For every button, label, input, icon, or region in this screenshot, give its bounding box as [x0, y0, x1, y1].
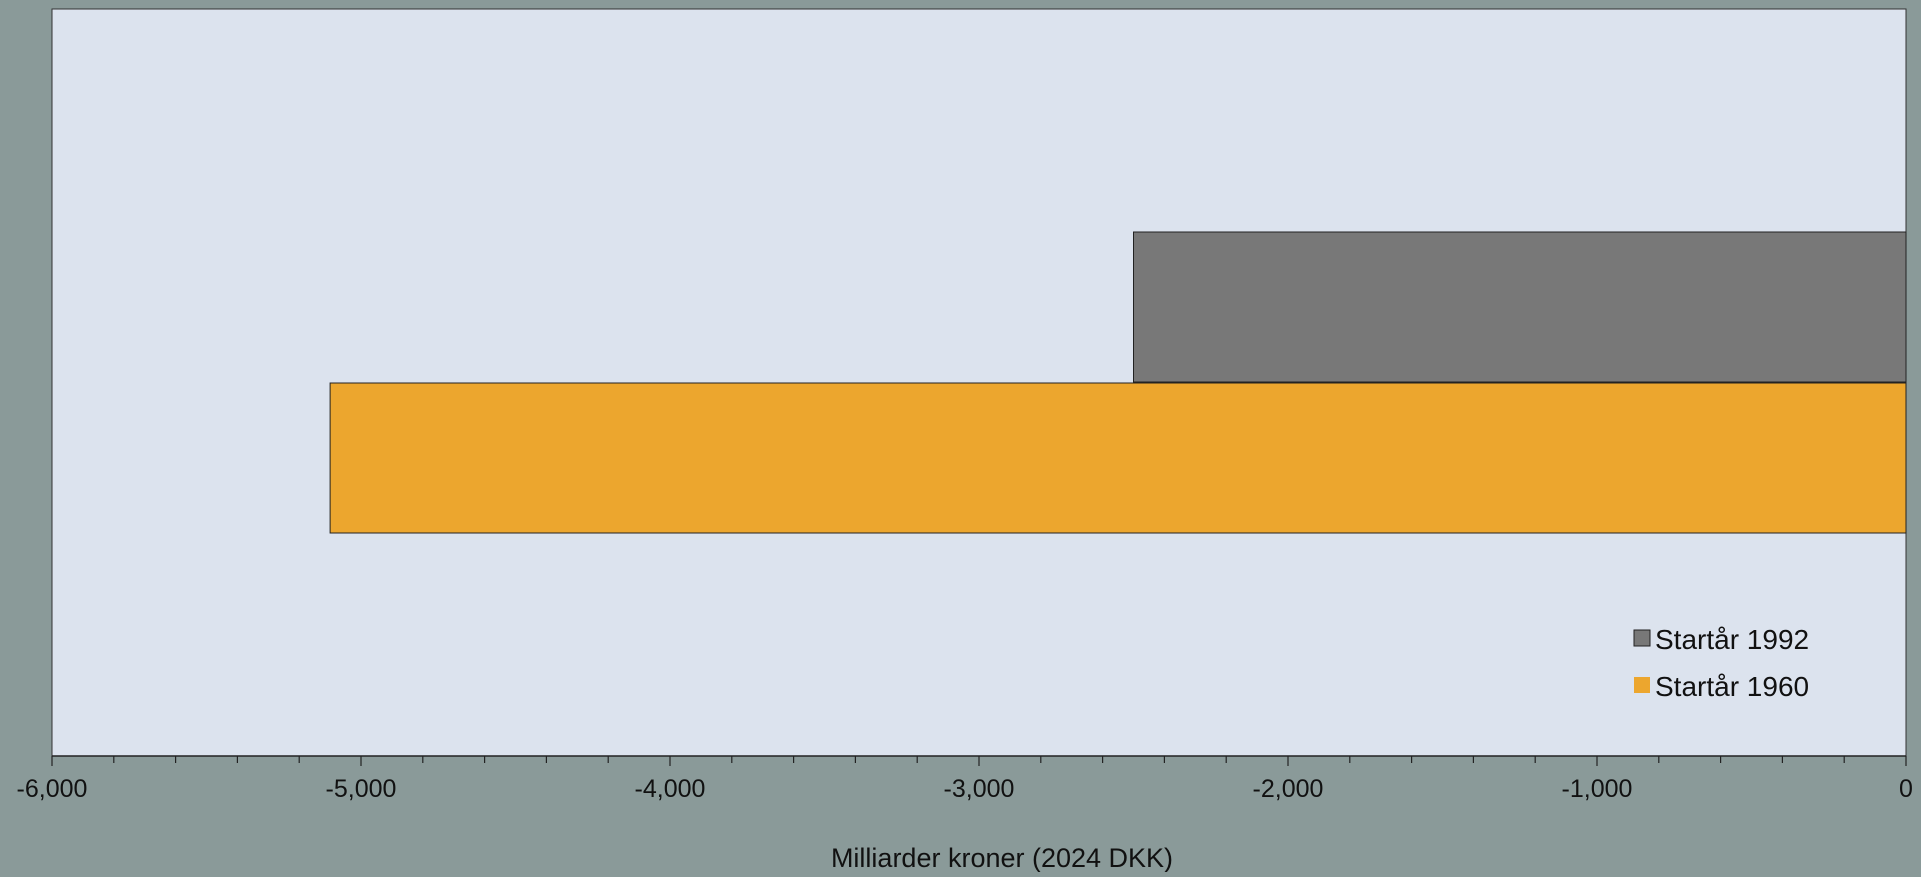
bar-startår-1960 [329, 382, 1907, 534]
legend-label: Startår 1960 [1655, 671, 1809, 702]
x-axis-tick-labels: -6,000 -5,000 -4,000 -3,000 -2,000 -1,000 0 [17, 775, 1913, 803]
legend-label: Startår 1992 [1655, 624, 1809, 655]
x-tick-label: -3,000 [944, 775, 1015, 803]
legend-swatch [1633, 629, 1651, 647]
x-axis-ticks [51, 756, 1907, 766]
x-tick-label: -4,000 [635, 775, 706, 803]
bar-startår-1992 [1133, 231, 1907, 383]
x-tick-label: -1,000 [1562, 775, 1633, 803]
x-tick-label: 0 [1899, 775, 1913, 803]
x-tick-label: -6,000 [17, 775, 88, 803]
x-axis-title: Milliarder kroner (2024 DKK) [831, 843, 1173, 872]
x-tick-label: -2,000 [1253, 775, 1324, 803]
legend-swatch [1634, 677, 1650, 693]
legend: Startår 1992 Startår 1960 [1633, 624, 1809, 702]
bars-group [329, 231, 1907, 534]
x-tick-label: -5,000 [326, 775, 397, 803]
